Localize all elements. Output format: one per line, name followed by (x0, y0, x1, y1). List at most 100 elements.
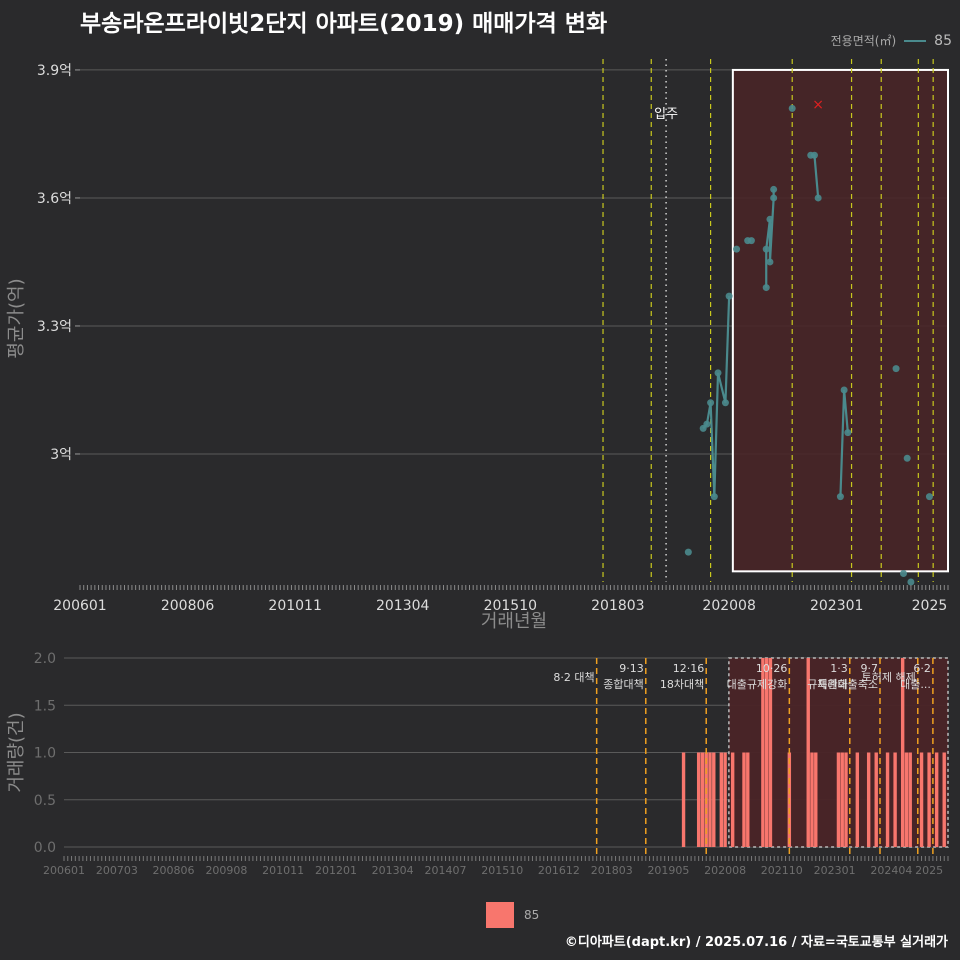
data-point (841, 386, 848, 393)
bottom-x-tick-label: 200703 (96, 864, 138, 877)
bottom-x-tick-label: 201201 (315, 864, 357, 877)
policy-label: 8·2 대책 (553, 671, 594, 684)
policy-label: 대출... (900, 678, 931, 691)
volume-bar (701, 753, 704, 848)
volume-bar (810, 753, 813, 848)
volume-bar (837, 753, 840, 848)
volume-bar (867, 753, 870, 848)
volume-bar (927, 753, 930, 848)
data-point (770, 186, 777, 193)
data-point (837, 493, 844, 500)
bottom-y-axis-title: 거래량(건) (6, 712, 27, 792)
policy-label: 10·26 (756, 662, 788, 675)
bottom-x-tick-label: 202008 (704, 864, 746, 877)
data-point (770, 194, 777, 201)
data-point (703, 421, 710, 428)
data-point (904, 455, 911, 462)
volume-bar (708, 753, 711, 848)
y-axis-title: 평균가(억) (6, 278, 27, 358)
volume-bar (742, 753, 745, 848)
legend-bottom: 85 (486, 902, 539, 928)
data-point (789, 105, 796, 112)
outlier-marker: × (812, 97, 824, 113)
x-tick-label: 2025 (912, 598, 948, 614)
policy-label: 6·2 (913, 662, 931, 675)
policy-label: 18차대책 (660, 678, 704, 691)
bottom-y-tick-label: 0.0 (34, 840, 56, 856)
volume-bar (723, 753, 726, 848)
x-tick-label: 200806 (161, 598, 215, 614)
volume-bar (697, 753, 700, 848)
volume-bar (893, 753, 896, 848)
data-point (893, 365, 900, 372)
bottom-x-tick-label: 200806 (153, 864, 195, 877)
y-tick-label: 3억 (50, 447, 72, 463)
bottom-x-tick-label: 201612 (538, 864, 580, 877)
x-tick-label: 202301 (810, 598, 863, 614)
volume-bar (935, 753, 938, 848)
y-tick-label: 3.3억 (37, 319, 72, 335)
y-tick-label: 3.9억 (37, 63, 72, 79)
bottom-x-tick-label: 201304 (372, 864, 414, 877)
bottom-x-tick-label: 202110 (761, 864, 803, 877)
x-tick-label: 202008 (702, 598, 755, 614)
data-point (844, 429, 851, 436)
bottom-y-tick-label: 0.5 (34, 793, 56, 809)
data-point (763, 246, 770, 253)
volume-bar (746, 753, 749, 848)
legend-bar-swatch-icon (486, 902, 514, 928)
x-tick-label: 201803 (591, 598, 644, 614)
price-chart: 3억3.3억3.6억3.9억입주×200601 200806 201011 20130… (0, 0, 960, 960)
bottom-y-tick-label: 1.5 (34, 698, 56, 714)
volume-bar (712, 753, 715, 848)
data-point (766, 216, 773, 223)
volume-bar (909, 753, 912, 848)
volume-bar (844, 753, 847, 848)
data-point (726, 293, 733, 300)
bottom-x-tick-label: 201407 (425, 864, 467, 877)
footer-credit: ©디아파트(dapt.kr) / 2025.07.16 / 자료=국토교통부 실… (565, 931, 948, 950)
bottom-y-tick-label: 2.0 (34, 651, 56, 667)
policy-label: 9·13 (619, 662, 644, 675)
volume-bar (886, 753, 889, 848)
volume-bar (720, 753, 723, 848)
x-axis-title: 거래년월 (481, 611, 547, 632)
bottom-x-tick-label: 200908 (205, 864, 247, 877)
bottom-x-tick-label: 2025 (915, 864, 943, 877)
data-point (711, 493, 718, 500)
policy-label: 종합대책 (603, 678, 643, 691)
volume-bar (943, 753, 946, 848)
bottom-x-tick-label: 202404 (870, 864, 912, 877)
data-point (811, 152, 818, 159)
volume-bar (682, 753, 685, 848)
volume-bar (905, 753, 908, 848)
policy-label: 대출규제강화 (727, 678, 788, 691)
legend-bottom-value: 85 (524, 908, 539, 922)
y-tick-label: 3.6억 (37, 191, 72, 207)
data-point (748, 237, 755, 244)
bottom-x-tick-label: 201803 (591, 864, 633, 877)
data-point (900, 570, 907, 577)
volume-bar (841, 753, 844, 848)
data-point (722, 399, 729, 406)
bottom-x-tick-label: 202301 (814, 864, 856, 877)
volume-bar (920, 753, 923, 848)
volume-bar (731, 753, 734, 848)
policy-label: 12·16 (673, 662, 705, 675)
data-point (707, 399, 714, 406)
data-point (815, 194, 822, 201)
volume-bar (875, 753, 878, 848)
bottom-x-tick-label: 200601 (43, 864, 85, 877)
x-tick-label: 201304 (376, 598, 430, 614)
data-point (766, 258, 773, 265)
data-point (733, 246, 740, 253)
policy-label: 1·3 (830, 662, 848, 675)
data-point (763, 284, 770, 291)
volume-bar (814, 753, 817, 848)
data-point (685, 549, 692, 556)
bottom-y-tick-label: 1.0 (34, 746, 56, 762)
data-point (926, 493, 933, 500)
data-point (907, 579, 914, 586)
data-point (715, 369, 722, 376)
move-in-label: 입주 (654, 107, 678, 122)
